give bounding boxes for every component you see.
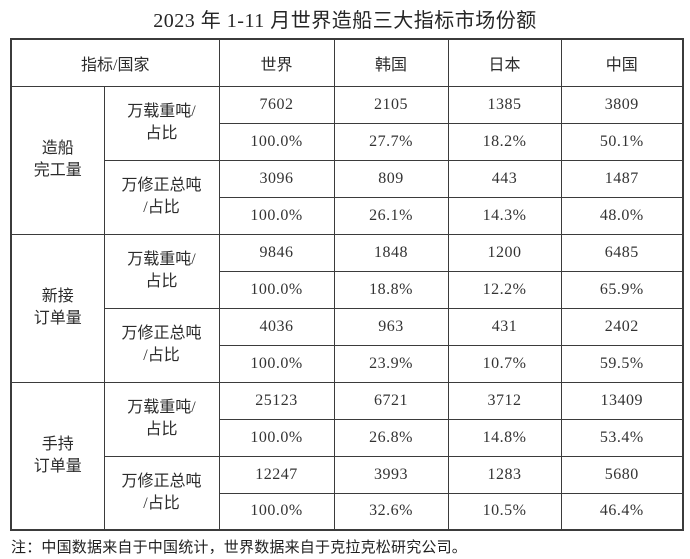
- share-cell: 27.7%: [333, 122, 449, 161]
- value-cell: 6485: [560, 233, 684, 272]
- share-cell: 100.0%: [218, 196, 335, 235]
- share-cell: 32.6%: [333, 492, 449, 531]
- value-cell: 1487: [560, 159, 684, 198]
- value-cell: 2402: [560, 307, 684, 346]
- value-cell: 9846: [218, 233, 335, 272]
- value-cell: 443: [447, 159, 562, 198]
- table-row: 手持 订单量 万载重吨/ 占比 25123 6721 3712 13409: [10, 381, 684, 531]
- table-row: 万修正总吨 /占比 3096 809 443 1487: [11, 159, 684, 235]
- value-cell: 3096: [218, 159, 335, 198]
- value-cell: 3712: [447, 381, 562, 420]
- share-cell: 48.0%: [560, 196, 684, 235]
- value-cell: 3993: [333, 455, 449, 494]
- table-row: 造船 完工量 万载重吨/ 占比 7602 2105 1385 3809: [10, 85, 684, 235]
- table-row: 100.0% 18.8% 12.2% 65.9%: [11, 270, 684, 309]
- value-cell: 25123: [218, 381, 335, 420]
- share-cell: 10.7%: [447, 344, 562, 383]
- share-cell: 18.8%: [333, 270, 449, 309]
- share-cell: 65.9%: [560, 270, 684, 309]
- value-cell: 13409: [560, 381, 684, 420]
- value-cell: 2105: [333, 85, 449, 124]
- share-cell: 26.8%: [333, 418, 449, 457]
- share-cell: 23.9%: [333, 344, 449, 383]
- share-cell: 59.5%: [560, 344, 684, 383]
- table-row: 100.0% 23.9% 10.7% 59.5%: [11, 344, 684, 383]
- header-col-world: 世界: [218, 38, 335, 87]
- share-cell: 14.8%: [447, 418, 562, 457]
- header-col-china: 中国: [560, 38, 684, 87]
- value-cell: 1848: [333, 233, 449, 272]
- value-cell: 963: [333, 307, 449, 346]
- section-name-cell: 手持 订单量: [10, 381, 105, 531]
- value-cell: 5680: [560, 455, 684, 494]
- share-cell: 100.0%: [218, 344, 335, 383]
- table-row: 100.0% 27.7% 18.2% 50.1%: [11, 122, 684, 161]
- metric-label-cell: 万载重吨/ 占比: [103, 233, 220, 309]
- value-cell: 4036: [218, 307, 335, 346]
- table-title: 2023 年 1-11 月世界造船三大指标市场份额: [153, 10, 537, 32]
- share-cell: 100.0%: [218, 418, 335, 457]
- value-cell: 6721: [333, 381, 449, 420]
- value-cell: 809: [333, 159, 449, 198]
- metric-label-cell: 万修正总吨 /占比: [103, 455, 220, 531]
- share-cell: 50.1%: [560, 122, 684, 161]
- table-row: 100.0% 32.6% 10.5% 46.4%: [11, 492, 684, 531]
- value-cell: 3809: [560, 85, 684, 124]
- value-cell: 12247: [218, 455, 335, 494]
- share-cell: 100.0%: [218, 492, 335, 531]
- value-cell: 1385: [447, 85, 562, 124]
- share-cell: 12.2%: [447, 270, 562, 309]
- value-cell: 431: [447, 307, 562, 346]
- header-corner-cell: 指标/国家: [10, 38, 220, 87]
- metric-label-cell: 万修正总吨 /占比: [103, 307, 220, 383]
- share-cell: 10.5%: [447, 492, 562, 531]
- table-row: 100.0% 26.8% 14.8% 53.4%: [11, 418, 684, 457]
- share-cell: 14.3%: [447, 196, 562, 235]
- section-name-cell: 造船 完工量: [10, 85, 105, 235]
- share-cell: 100.0%: [218, 270, 335, 309]
- header-col-korea: 韩国: [333, 38, 449, 87]
- metric-label-cell: 万载重吨/ 占比: [103, 381, 220, 457]
- table-row: 新接 订单量 万载重吨/ 占比 9846 1848 1200 6485: [10, 233, 684, 383]
- share-cell: 53.4%: [560, 418, 684, 457]
- table-row: 万修正总吨 /占比 4036 963 431 2402: [11, 307, 684, 383]
- footnote: 注：中国数据来自于中国统计，世界数据来自于克拉克松研究公司。: [11, 540, 468, 556]
- metric-label-cell: 万载重吨/ 占比: [103, 85, 220, 161]
- table-row: 万修正总吨 /占比 12247 3993 1283 5680: [11, 455, 684, 531]
- share-cell: 46.4%: [560, 492, 684, 531]
- value-cell: 1200: [447, 233, 562, 272]
- share-cell: 26.1%: [333, 196, 449, 235]
- table-row: 100.0% 26.1% 14.3% 48.0%: [11, 196, 684, 235]
- header-col-japan: 日本: [447, 38, 562, 87]
- section-name-cell: 新接 订单量: [10, 233, 105, 383]
- value-cell: 7602: [218, 85, 335, 124]
- metric-label-cell: 万修正总吨 /占比: [103, 159, 220, 235]
- value-cell: 1283: [447, 455, 562, 494]
- shipbuilding-indicators-table: 指标/国家 世界 韩国 日本 中国 造船 完工量 万载重吨/ 占比 7602 2…: [10, 38, 685, 531]
- share-cell: 100.0%: [218, 122, 335, 161]
- share-cell: 18.2%: [447, 122, 562, 161]
- header-row: 指标/国家 世界 韩国 日本 中国: [10, 38, 684, 87]
